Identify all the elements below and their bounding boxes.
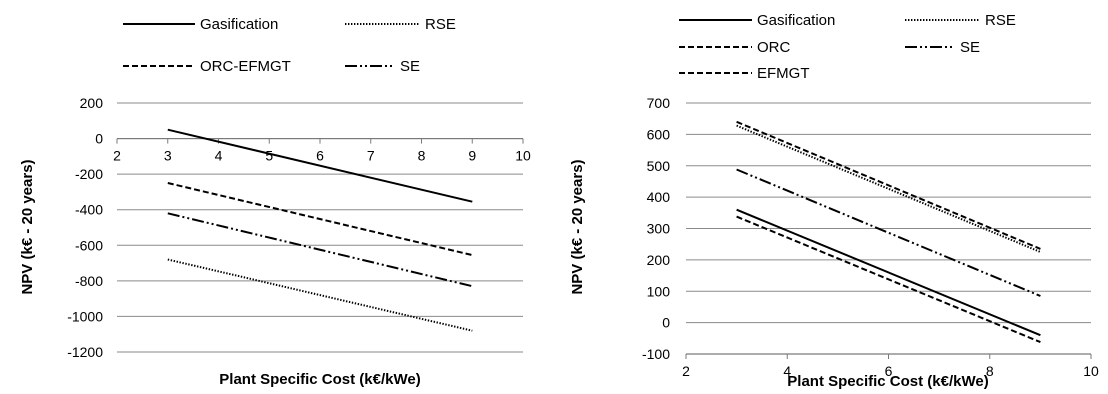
x-tick-label: 3 (164, 148, 172, 164)
x-axis-title: Plant Specific Cost (k€/kWe) (787, 373, 988, 389)
legend-label: ORC-EFMGT (200, 58, 291, 75)
legend-label: SE (960, 39, 980, 56)
x-tick-label: 7 (367, 148, 375, 164)
y-tick-label: -1000 (67, 308, 103, 324)
y-tick-label: 700 (647, 95, 671, 111)
series-line-se (736, 168, 1041, 297)
y-tick-label: 0 (95, 131, 103, 147)
y-tick-label: 500 (647, 158, 671, 174)
legend-label: RSE (985, 12, 1016, 29)
x-tick-label: 2 (113, 148, 121, 164)
chart-1: 200 0 -200 -400 -600 -800 -1000 -1200 2 3 4 5 6 7 8 9 10… (19, 16, 531, 388)
legend-label: Gasification (757, 12, 835, 29)
y-tick-label: 200 (80, 95, 104, 111)
y-tick-label: 200 (647, 252, 671, 268)
x-tick-label: 10 (1083, 363, 1099, 379)
legend-label: Gasification (200, 16, 278, 33)
chart-2: 700 600 500 400 300 200 100 0 -100 2 4 6 8 10 Plant Sp… (569, 12, 1099, 390)
y-tick-label: 300 (647, 221, 671, 237)
x-tick-label: 10 (515, 148, 531, 164)
x-tick-label: 4 (215, 148, 223, 164)
series-line-rse (736, 124, 1041, 253)
y-axis-title: NPV (k€ - 20 years) (19, 159, 36, 294)
x-axis-title: Plant Specific Cost (k€/kWe) (219, 371, 420, 388)
y-tick-label: -400 (75, 202, 103, 218)
x-tick-label: 4 (783, 363, 791, 379)
x-tick-label: 5 (265, 148, 273, 164)
legend-label: EFMGT (757, 65, 810, 82)
x-tick-label: 6 (885, 363, 893, 379)
y-tick-label: 100 (647, 283, 671, 299)
x-tick-label: 8 (418, 148, 426, 164)
y-tick-label: -200 (75, 166, 103, 182)
series-line-gasification (736, 208, 1041, 337)
x-tick-label: 2 (682, 363, 690, 379)
series-line-efmgt (736, 215, 1041, 344)
y-tick-label: -600 (75, 237, 103, 253)
legend-label: RSE (425, 16, 456, 33)
y-tick-label: -1200 (67, 344, 103, 360)
x-tick-label: 6 (316, 148, 324, 164)
y-tick-label: -800 (75, 273, 103, 289)
x-tick-label: 8 (986, 363, 994, 379)
legend-label: ORC (757, 39, 791, 56)
y-tick-label: 400 (647, 189, 671, 205)
series-line-se (167, 212, 473, 288)
series-line-rse (167, 258, 473, 332)
y-tick-label: -100 (642, 346, 670, 362)
y-tick-label: 0 (662, 315, 670, 331)
legend-label: SE (400, 58, 420, 75)
x-tick-label: 9 (468, 148, 476, 164)
y-tick-label: 600 (647, 126, 671, 142)
series-line-orc (736, 120, 1041, 250)
series-line-gasification (167, 128, 473, 203)
y-axis-title: NPV (k€ - 20 years) (569, 159, 586, 294)
series-line-orc-efmgt (167, 182, 473, 257)
